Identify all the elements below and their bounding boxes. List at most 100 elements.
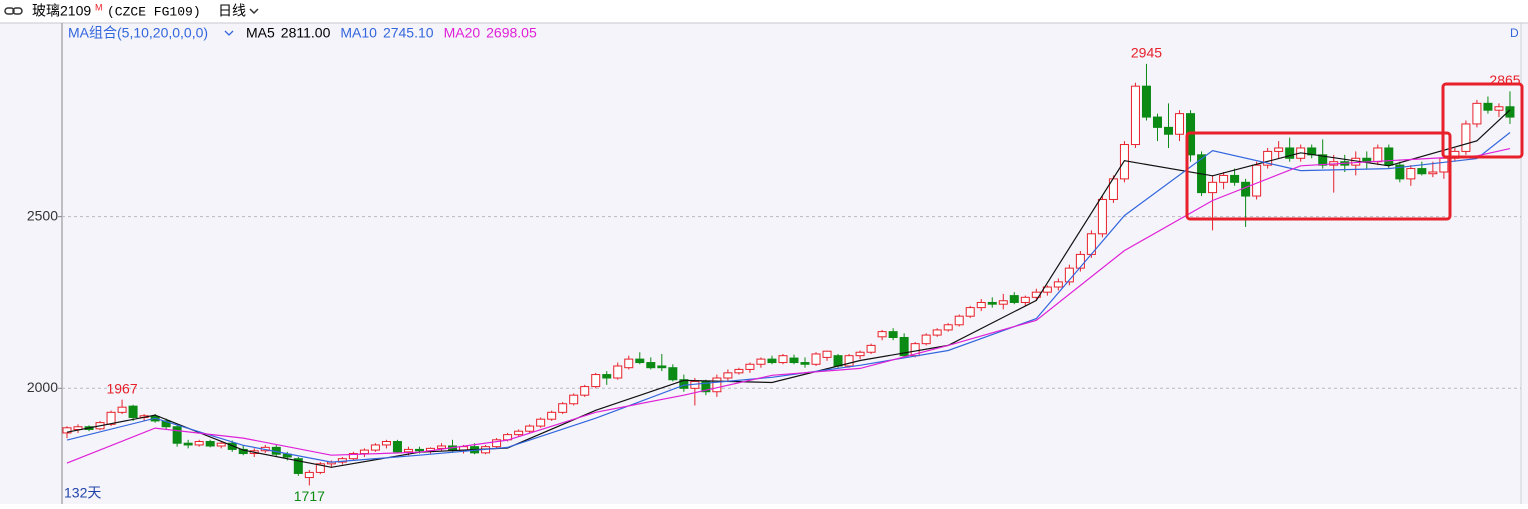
- y-tick-label: 2500: [27, 207, 58, 223]
- link-icon[interactable]: [4, 7, 23, 15]
- candle-body: [381, 441, 391, 446]
- candle-body: [778, 355, 788, 364]
- candle-body: [183, 442, 193, 446]
- candle-body: [569, 394, 579, 405]
- symbol: 玻璃2109: [32, 3, 91, 19]
- extreme-label: 2945: [1131, 45, 1162, 61]
- candle-body: [1406, 168, 1416, 180]
- candle-body: [602, 374, 612, 379]
- y-tick-label: 2000: [27, 379, 58, 395]
- candle-body: [976, 301, 986, 309]
- candle-body: [1097, 198, 1107, 235]
- candle-body: [547, 411, 557, 420]
- candle-body: [580, 386, 590, 396]
- legend-name: MA5: [246, 25, 275, 41]
- candle-body: [1494, 106, 1504, 111]
- candle-body: [536, 418, 546, 427]
- candle-body: [866, 344, 876, 353]
- candle-body: [646, 362, 656, 369]
- candle-body: [304, 471, 314, 479]
- candle-body: [1483, 102, 1493, 111]
- candle-body: [613, 365, 623, 379]
- highlight-box: [1185, 131, 1452, 221]
- candle-body: [745, 363, 755, 370]
- legend-name: MA20: [444, 25, 481, 41]
- candle-body: [1439, 157, 1449, 173]
- corner-label: D: [1510, 26, 1519, 40]
- candle-body: [767, 358, 777, 364]
- candle-body: [437, 445, 447, 449]
- candle-body: [1285, 147, 1295, 159]
- candle-body: [1362, 157, 1372, 163]
- candle-body: [591, 374, 601, 388]
- candle-body: [1505, 106, 1515, 118]
- candle-body: [998, 300, 1008, 305]
- candle-body: [888, 331, 898, 338]
- candle-body: [128, 405, 138, 418]
- candle-body: [370, 444, 380, 451]
- symbol-code: (CZCE FG109): [107, 4, 201, 19]
- candle-body: [833, 355, 843, 367]
- candle-body: [1461, 123, 1471, 152]
- candle-body: [392, 441, 402, 453]
- candle-body: [414, 448, 424, 452]
- candle-body: [1075, 253, 1085, 269]
- period-chevron[interactable]: [249, 8, 259, 15]
- candle-body: [987, 301, 997, 305]
- candle-body: [1318, 154, 1328, 166]
- candle-body: [1152, 116, 1162, 128]
- candle-body: [1395, 164, 1405, 180]
- candle-body: [943, 324, 953, 331]
- legend-value: 2811.00: [281, 25, 331, 41]
- candle-body: [1384, 147, 1394, 166]
- candle-body: [1219, 174, 1229, 183]
- candle-body: [855, 351, 865, 357]
- candle-body: [359, 449, 369, 455]
- candle-body: [844, 355, 854, 367]
- extreme-label: 2865: [1489, 72, 1520, 88]
- candle-body: [800, 362, 810, 365]
- candle-body: [293, 458, 303, 474]
- plot: 2000 2500: [27, 63, 1521, 486]
- highlight-box: [1441, 82, 1524, 159]
- candle-body: [712, 377, 722, 393]
- candle-body: [1175, 113, 1185, 135]
- candle-body: [1020, 296, 1030, 303]
- header-bar: [0, 0, 1528, 23]
- candle-body: [1274, 147, 1284, 152]
- days-label: 132天: [64, 485, 101, 501]
- candle-body: [921, 334, 931, 345]
- candle-body: [62, 427, 72, 434]
- candle-body: [624, 358, 634, 369]
- candle-body: [492, 439, 502, 448]
- candle-body: [668, 367, 678, 381]
- extreme-label: 1967: [106, 380, 137, 396]
- candle-body: [514, 430, 524, 436]
- candle-body: [525, 425, 535, 432]
- candle-body: [789, 357, 799, 364]
- candle-body: [205, 441, 215, 447]
- candle-body: [1263, 150, 1273, 166]
- candle-body: [1141, 85, 1151, 118]
- candle-body: [954, 315, 964, 326]
- legend-value: 2745.10: [383, 25, 434, 41]
- candle-body: [635, 358, 645, 364]
- candle-body: [1130, 85, 1140, 146]
- candle-body: [679, 379, 689, 389]
- candle-body: [348, 453, 358, 460]
- candle-body: [1230, 174, 1240, 183]
- candle-body: [315, 463, 325, 473]
- candle-body: [1164, 126, 1173, 135]
- candle-body: [117, 406, 127, 413]
- candle-body: [899, 336, 909, 357]
- period[interactable]: 日线: [218, 3, 246, 19]
- indicator-chevron[interactable]: [224, 30, 234, 36]
- legend-value: 2698.05: [486, 25, 537, 41]
- candle-body: [1252, 164, 1262, 197]
- candle-body: [734, 368, 744, 374]
- indicator[interactable]: MA组合(5,10,20,0,0,0): [68, 25, 208, 41]
- candle-body: [172, 426, 182, 444]
